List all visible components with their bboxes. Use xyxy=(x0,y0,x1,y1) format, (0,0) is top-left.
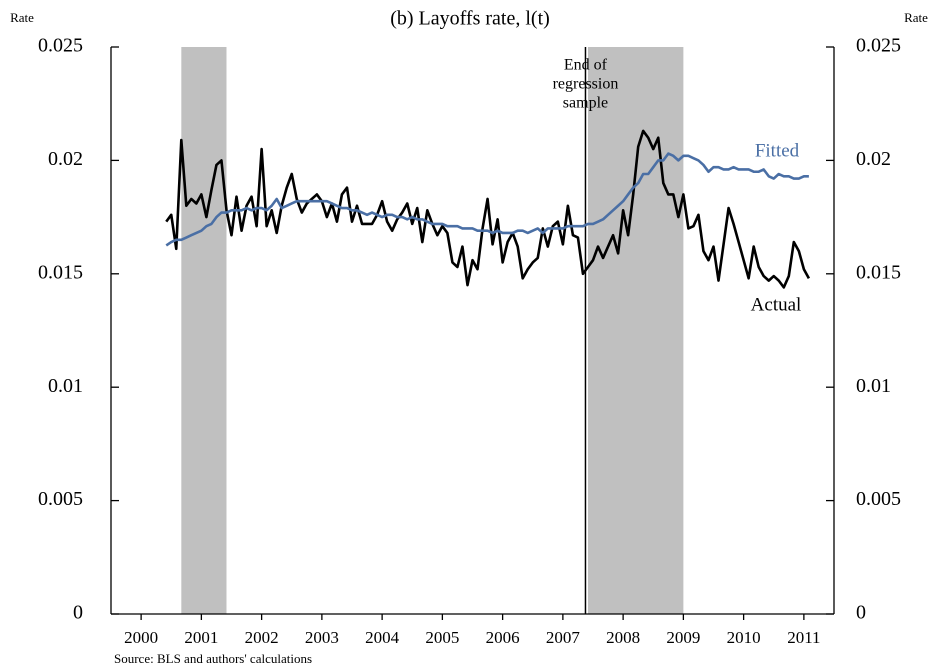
y2-tick-label: 0.02 xyxy=(856,148,891,170)
y-axis-label: Rate xyxy=(10,10,34,25)
series-line xyxy=(165,129,811,289)
recession-shade xyxy=(587,47,684,614)
y2-axis-label: Rate xyxy=(904,10,928,25)
x-tick-label: 2004 xyxy=(365,628,400,647)
annotation: regression xyxy=(553,76,619,93)
y-tick-label: 0 xyxy=(73,602,83,624)
x-tick-label: 2003 xyxy=(305,628,339,647)
x-tick-label: 2006 xyxy=(486,628,520,647)
x-tick-label: 2009 xyxy=(666,628,700,647)
series-label: Fitted xyxy=(755,140,800,161)
y-tick-label: 0.01 xyxy=(48,375,83,397)
y-tick-label: 0.025 xyxy=(38,35,83,57)
x-tick-label: 2008 xyxy=(606,628,640,647)
y2-tick-label: 0.015 xyxy=(856,261,901,283)
x-tick-label: 2002 xyxy=(245,628,279,647)
x-tick-label: 2005 xyxy=(425,628,459,647)
y2-tick-label: 0.01 xyxy=(856,375,891,397)
y2-tick-label: 0.025 xyxy=(856,35,901,57)
y2-tick-label: 0 xyxy=(856,602,866,624)
series-label: Actual xyxy=(751,294,802,315)
x-tick-label: 2000 xyxy=(124,628,158,647)
y-tick-label: 0.015 xyxy=(38,261,83,283)
y-tick-label: 0.02 xyxy=(48,148,83,170)
annotation: sample xyxy=(563,95,608,112)
x-tick-label: 2010 xyxy=(727,628,761,647)
source-note: Source: BLS and authors' calculations xyxy=(114,651,312,666)
recession-shade xyxy=(181,47,227,614)
y2-tick-label: 0.005 xyxy=(856,488,901,510)
x-tick-label: 2007 xyxy=(546,628,581,647)
chart-title: (b) Layoffs rate, l(t) xyxy=(390,8,550,30)
x-tick-label: 2011 xyxy=(787,628,820,647)
annotation: End of xyxy=(564,57,608,74)
y-tick-label: 0.005 xyxy=(38,488,83,510)
series-line xyxy=(165,152,809,247)
x-tick-label: 2001 xyxy=(184,628,218,647)
